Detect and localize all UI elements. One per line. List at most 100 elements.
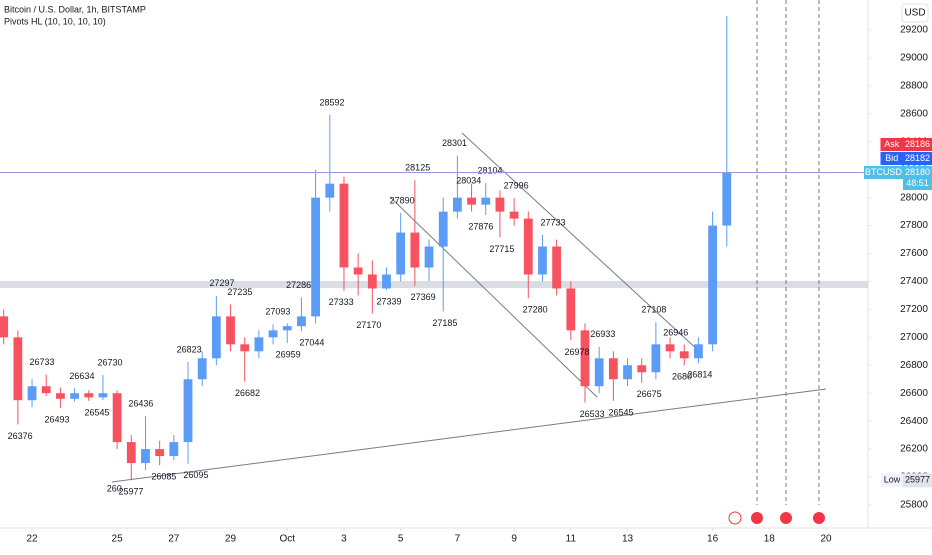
trend-line [389, 196, 598, 398]
pivot-label: 26545 [84, 407, 109, 417]
candle-body [708, 225, 718, 345]
price-tag-value: 28180 [905, 167, 930, 177]
x-tick-label: Oct [279, 534, 295, 545]
price-tag-box [903, 138, 932, 152]
pivot-label: 27876 [468, 221, 493, 231]
event-icon[interactable] [780, 512, 792, 524]
price-tag-box [903, 166, 932, 191]
pivot-label: 27170 [356, 320, 381, 330]
low-tag-box [903, 473, 932, 488]
candle-body [84, 393, 94, 398]
pivot-label: 26823 [177, 344, 202, 354]
candle-body [580, 330, 590, 387]
pivot-label: 27044 [299, 338, 324, 348]
candle-body [367, 274, 377, 289]
event-icon[interactable] [751, 512, 763, 524]
candle-body [141, 449, 150, 464]
x-tick-label: 22 [26, 534, 38, 545]
price-tag-label: Bid [885, 153, 898, 163]
candle-body [467, 197, 476, 205]
candle-body [438, 211, 448, 247]
pivot-label: 27280 [523, 305, 548, 315]
pivot-label: 26376 [8, 431, 33, 441]
candle-body [339, 183, 349, 268]
y-tick-label: 28600 [900, 108, 928, 119]
pivot-label: 27235 [227, 287, 252, 297]
x-tick-label: 13 [622, 534, 634, 545]
candle-body [552, 246, 562, 289]
candle-body [13, 337, 23, 401]
price-tag-label-box [880, 152, 903, 166]
candle-body [353, 267, 363, 275]
x-tick-label: 5 [398, 534, 404, 545]
candle-body [452, 197, 462, 212]
pivot-label: 26946 [663, 327, 688, 337]
x-tick-label: 25 [112, 534, 124, 545]
pivot-label: 260 [107, 483, 122, 493]
price-tag-box [903, 152, 932, 166]
x-tick-label: 18 [764, 534, 776, 545]
price-tag-label: BTCUSD [865, 167, 903, 177]
pivot-label: 27286 [286, 280, 311, 290]
currency-box[interactable] [901, 3, 929, 23]
pivot-label: 26730 [98, 357, 123, 367]
x-tick-label: 16 [707, 534, 719, 545]
chart-title: Bitcoin / U.S. Dollar, 1h, BITSTAMP [4, 4, 146, 14]
y-tick-label: 27600 [900, 248, 928, 259]
y-tick-label: 29200 [900, 25, 928, 36]
candle-body [382, 274, 391, 289]
currency: USD [904, 8, 925, 19]
pivot-label: 26814 [687, 370, 712, 380]
candle-body [424, 246, 434, 268]
pivot-label: 27733 [540, 217, 565, 227]
y-tick-label: 27000 [900, 332, 928, 343]
candle-body [56, 393, 65, 399]
candle-body [98, 393, 108, 398]
x-tick-label: 9 [511, 534, 517, 545]
event-icon[interactable] [728, 511, 742, 525]
candle-body [27, 386, 37, 401]
candle-body [70, 393, 79, 399]
pivot-label: 26493 [44, 415, 69, 425]
candle-body [623, 365, 632, 380]
candle-body [594, 358, 604, 387]
candle-body [297, 316, 306, 327]
candle-body [169, 442, 179, 457]
candle-body [566, 288, 576, 331]
pivot-label: 27369 [411, 292, 436, 302]
pivot-label: 27093 [265, 307, 290, 317]
candle-body [183, 379, 193, 443]
candle-body [637, 365, 647, 373]
price-tag-label-box [864, 166, 903, 180]
pivot-label: 28592 [320, 97, 345, 107]
pivot-label: 27297 [210, 278, 235, 288]
pivot-label: 26095 [183, 470, 208, 480]
price-tag-value: 28186 [905, 139, 930, 149]
pivot-label: 26933 [590, 329, 615, 339]
y-tick-label: 26600 [900, 388, 928, 399]
candle-body [651, 344, 661, 373]
candle-body [523, 218, 533, 275]
zone-band [0, 281, 868, 288]
x-tick-label: 27 [168, 534, 180, 545]
event-icon[interactable] [813, 512, 825, 524]
pivot-label: 26733 [29, 357, 54, 367]
pivot-label: 27996 [504, 181, 529, 191]
candle-body [41, 386, 51, 394]
candle-body [410, 232, 420, 268]
candle-body [694, 344, 703, 359]
pivot-label: 27333 [329, 297, 354, 307]
low-tag-label: Low [884, 475, 901, 485]
countdown: 48:51 [906, 178, 929, 188]
candle-body [226, 316, 235, 345]
candle-body [311, 197, 321, 317]
price-tag-label-box [880, 138, 903, 152]
candle-body [197, 358, 207, 380]
y-tick-label: 27400 [900, 276, 928, 287]
candle-body [665, 344, 675, 352]
pivot-label: 28125 [405, 163, 430, 173]
y-tick-label: 27200 [900, 304, 928, 315]
candle-body [240, 344, 250, 352]
